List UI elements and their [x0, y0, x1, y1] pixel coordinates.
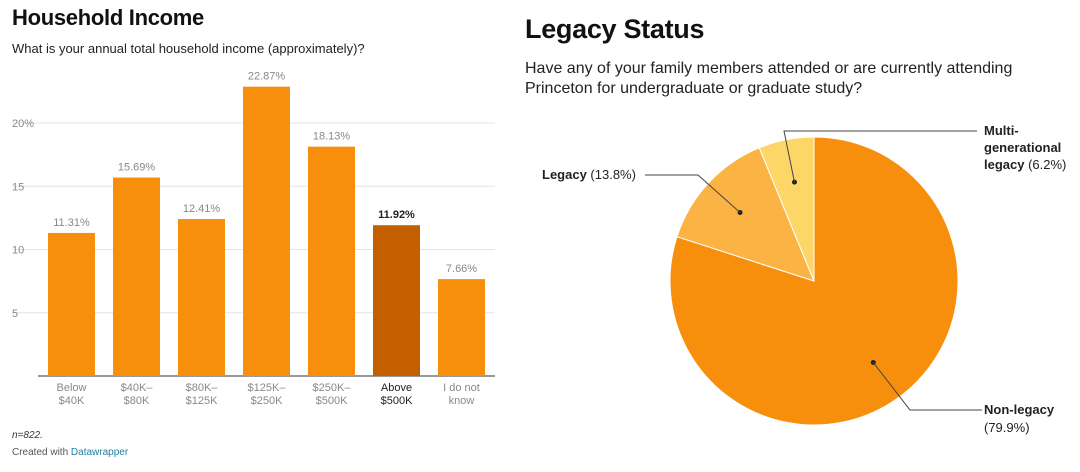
bar-value-label: 22.87%	[248, 71, 286, 83]
x-tick-label: know	[449, 395, 475, 407]
bar	[178, 219, 225, 376]
slice-label-line: legacy (6.2%)	[984, 157, 1066, 172]
legacy-status-pie-chart: Non-legacy (79.9%) Legacy (13.8%) Multi-gen…	[542, 123, 1066, 435]
slice-percent-label: (13.8%)	[590, 167, 636, 182]
slice-label-line: Multi-	[984, 123, 1019, 138]
bar-value-label: 11.31%	[53, 217, 90, 229]
leader-line	[872, 362, 982, 411]
y-tick-label: 15	[12, 181, 24, 193]
legacy-status-subtitle: Have any of your family members attended…	[525, 60, 1013, 97]
pie-slice	[676, 147, 815, 282]
x-tick-label: $250K–	[313, 382, 352, 394]
bar-value-label: 18.13%	[313, 131, 351, 143]
credit-prefix: Created with	[12, 447, 71, 458]
panel-divider	[507, 0, 508, 472]
bar-value-label: 12.41%	[183, 203, 221, 215]
household-income-title: Household Income	[12, 5, 204, 30]
bar	[373, 225, 420, 376]
x-tick-label: Above	[381, 382, 412, 394]
y-tick-label: 5	[12, 308, 18, 320]
bar-value-label: 11.92%	[378, 209, 415, 221]
x-tick-label: $80K	[124, 395, 150, 407]
bar	[113, 177, 160, 376]
bar-value-label: 15.69%	[118, 162, 156, 174]
x-tick-label: I do not	[443, 382, 480, 394]
legacy-status-panel: Legacy Status Have any of your family me…	[512, 0, 1080, 472]
x-tick-label: $250K	[251, 395, 283, 407]
household-income-bar-chart: 5 10 15 20% 11.31% Below$40K 15.69% $40K–$80K 12…	[12, 71, 495, 407]
legacy-status-title: Legacy Status	[525, 14, 705, 44]
sample-size-note: n=822.	[12, 430, 43, 441]
x-tick-label: $80K–	[186, 382, 219, 394]
x-tick-label: $500K	[316, 395, 348, 407]
bar	[438, 279, 485, 376]
leader-line	[783, 130, 977, 183]
slice-label: Legacy (13.8%)	[542, 167, 636, 182]
x-tick-label: $125K	[186, 395, 218, 407]
credit-line: Created with Datawrapper	[12, 447, 128, 458]
y-tick-label: 10	[12, 245, 24, 257]
bar-value-label: 7.66%	[446, 263, 477, 275]
x-tick-label: $500K	[381, 395, 413, 407]
leader-line	[645, 174, 741, 213]
bar	[308, 146, 355, 376]
y-tick-label: 20%	[12, 118, 34, 130]
slice-percent-label: (79.9%)	[984, 420, 1030, 435]
slice-label-name: legacy	[984, 157, 1028, 172]
slice-label-line: generational	[984, 140, 1061, 155]
x-tick-label: $40K–	[121, 382, 154, 394]
household-income-panel: Household Income What is your annual tot…	[0, 0, 505, 472]
slice-percent-label: (6.2%)	[1028, 157, 1066, 172]
bar	[48, 232, 95, 376]
x-tick-label: Below	[57, 382, 87, 394]
datawrapper-link[interactable]: Datawrapper	[70, 447, 129, 458]
household-income-subtitle: What is your annual total household inco…	[12, 41, 365, 56]
x-tick-label: $125K–	[248, 382, 287, 394]
slice-label-name: Legacy	[542, 167, 590, 182]
bar	[243, 86, 290, 376]
x-tick-label: $40K	[59, 395, 85, 407]
slice-label: Non-legacy	[984, 402, 1055, 417]
